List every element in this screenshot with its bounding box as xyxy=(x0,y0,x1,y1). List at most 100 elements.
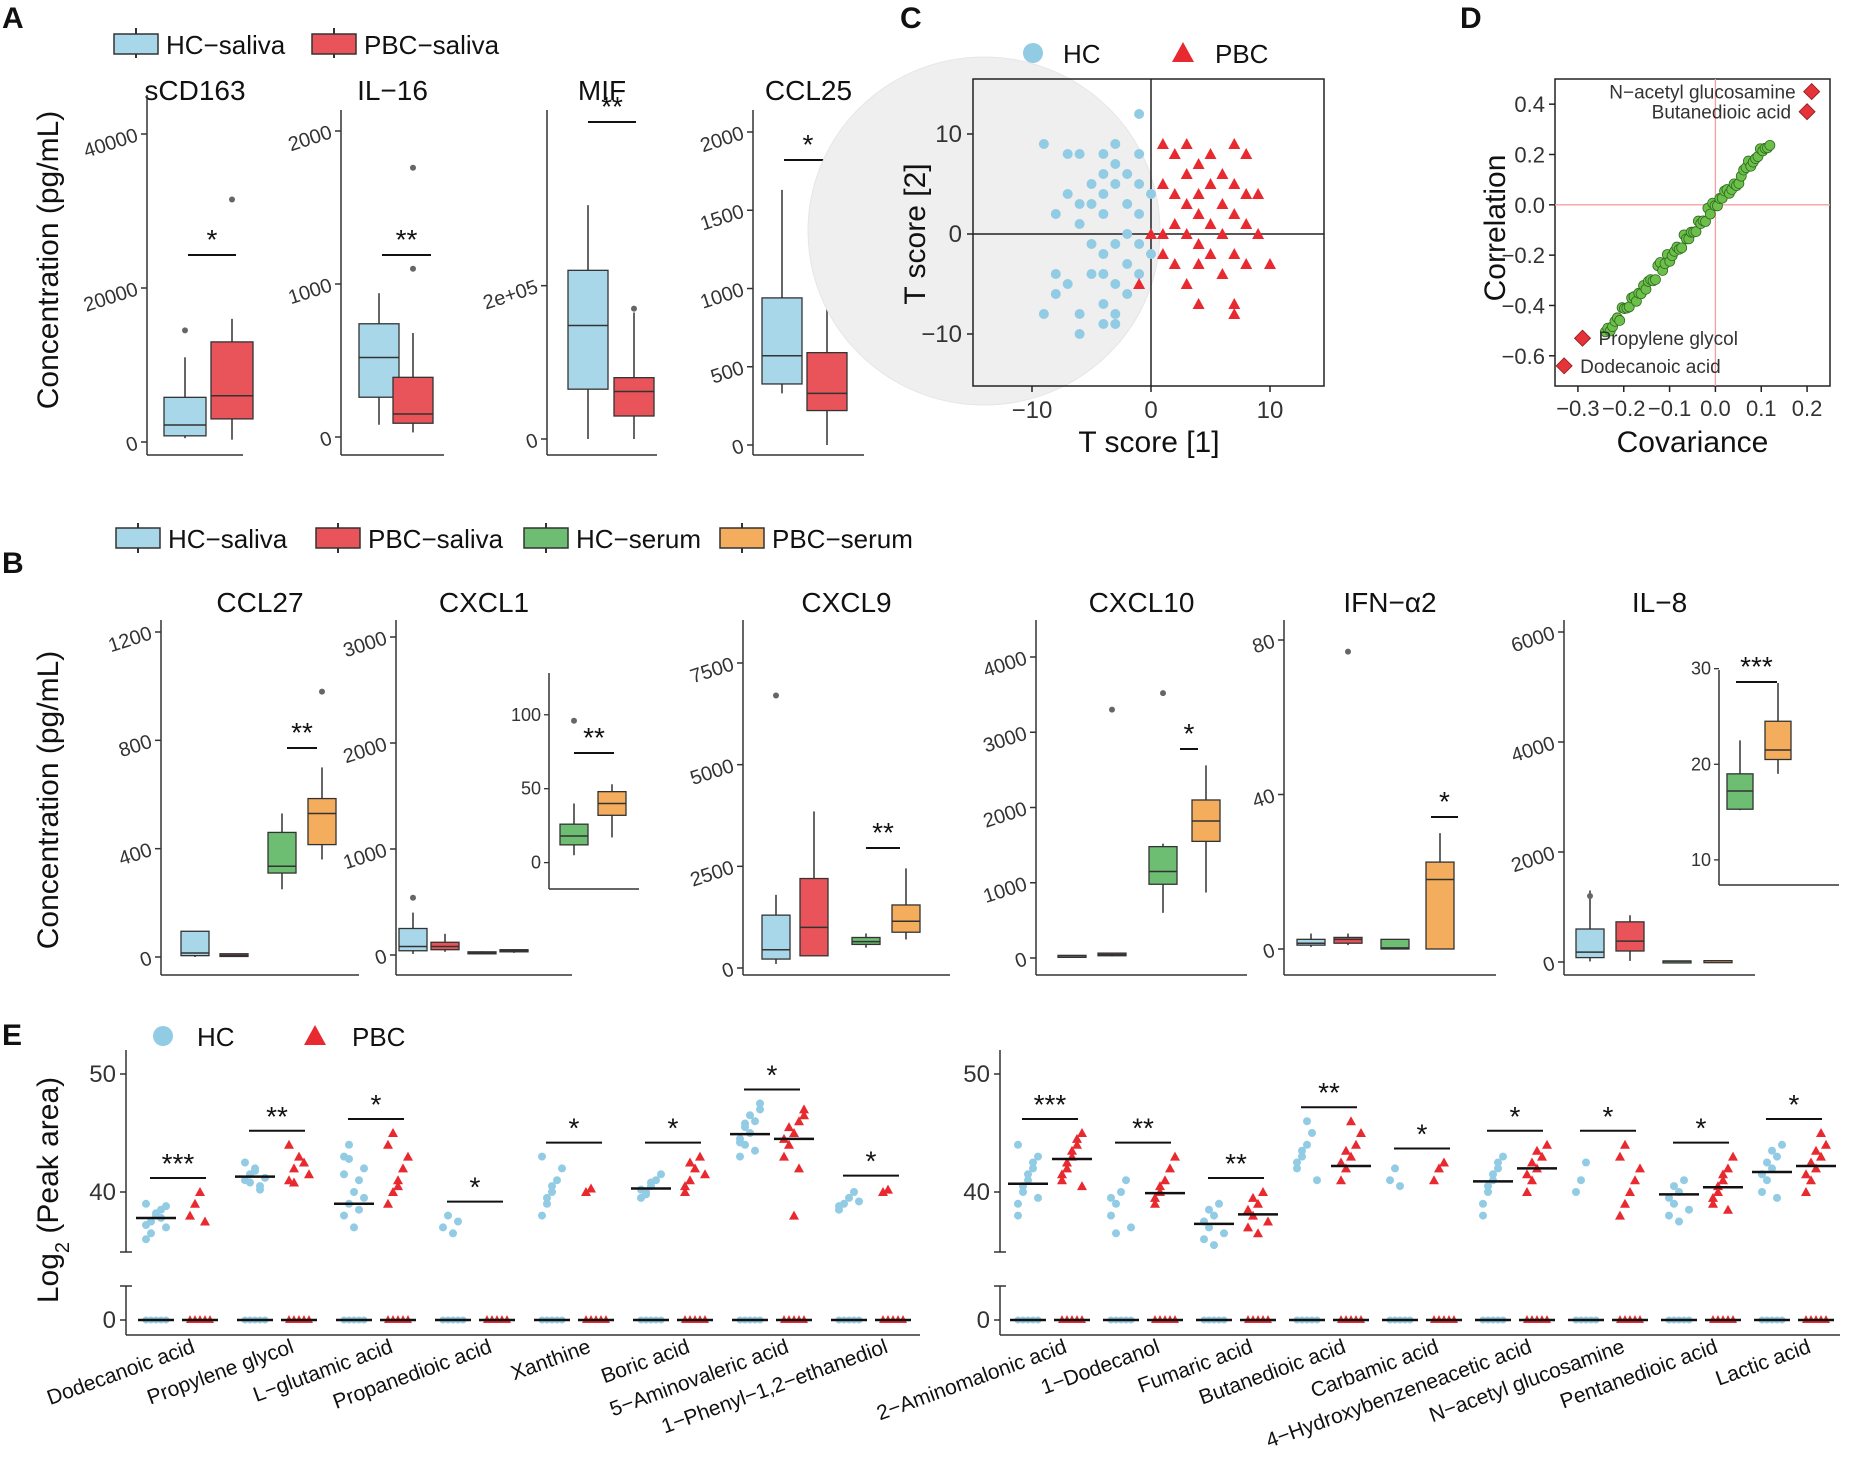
hc-point xyxy=(1386,1176,1394,1185)
box-pbcsaliva xyxy=(1097,706,1127,957)
pbc-point xyxy=(195,1187,205,1196)
hc-point xyxy=(1675,1217,1683,1226)
pbc-point xyxy=(1204,248,1217,259)
y-tick-label: 0 xyxy=(1260,939,1277,963)
boxplot-A-IL16: IL−16 0 1000 2000 ** xyxy=(286,75,444,456)
box-pbcserum xyxy=(891,868,921,940)
box-pbcsaliva xyxy=(613,305,655,439)
hc-point xyxy=(345,1154,353,1163)
hc-point xyxy=(1117,1188,1125,1196)
boxplot-B-CXCL1: CXCL1 0 1000 2000 3000 0 50 100 ** xyxy=(341,587,639,976)
pbc-point xyxy=(685,1175,695,1185)
significance-stars: * xyxy=(803,129,814,160)
hc-point xyxy=(1112,1229,1120,1238)
chart-title: CXCL1 xyxy=(439,587,529,618)
hc-point xyxy=(1391,1164,1399,1173)
metabolite-point xyxy=(1690,226,1702,237)
hc-point xyxy=(855,1197,863,1206)
hc-point xyxy=(1110,239,1121,249)
pbc-point xyxy=(1341,1163,1351,1173)
pbc-point xyxy=(1258,1187,1268,1196)
pbc-point xyxy=(1180,138,1193,149)
legend-a-swatch-pbc xyxy=(311,28,357,58)
pbc-point xyxy=(284,1139,294,1149)
pbc-point xyxy=(1156,228,1169,239)
hc-point xyxy=(1665,1193,1673,1202)
pbc-point xyxy=(1240,218,1253,229)
pbc-point xyxy=(1620,1198,1630,1208)
box-body xyxy=(799,877,829,957)
pbc-point xyxy=(1156,178,1169,189)
hc-point xyxy=(152,1209,160,1218)
pbc-point xyxy=(1625,1187,1635,1196)
pbc-point xyxy=(1150,1192,1160,1202)
pbc-point xyxy=(680,1187,690,1196)
pbc-point xyxy=(1204,218,1217,229)
pbc-point xyxy=(1708,1192,1718,1202)
outlier-point xyxy=(1587,893,1593,899)
hc-point xyxy=(736,1152,744,1161)
pbc-point xyxy=(1228,298,1241,309)
pbc-point xyxy=(1356,1128,1366,1137)
hc-point xyxy=(1773,1152,1781,1161)
hc-point xyxy=(1098,209,1109,219)
hc-point xyxy=(1074,309,1085,319)
metabolite-point xyxy=(1764,139,1776,151)
pbc-point xyxy=(680,1181,690,1191)
pbc-point xyxy=(1156,248,1169,259)
hc-point xyxy=(1074,219,1085,229)
x-tick-label: −0.2 xyxy=(1602,396,1645,421)
legend-b-label-hc-saliva: HC−saliva xyxy=(168,524,288,554)
y-tick-label: 1500 xyxy=(698,201,747,236)
hc-point xyxy=(751,1146,759,1155)
pbc-point xyxy=(1168,218,1181,229)
box-pbcsaliva xyxy=(806,247,848,445)
significance-stars: *** xyxy=(162,1148,195,1179)
hc-point xyxy=(1680,1176,1688,1185)
chart-title: IFN−α2 xyxy=(1343,587,1436,618)
hc-point xyxy=(1098,149,1109,159)
hc-point xyxy=(340,1211,348,1220)
pbc-point xyxy=(1228,138,1241,149)
significance-stars: ** xyxy=(396,224,418,255)
hc-point xyxy=(1122,229,1133,239)
legend-e: HC PBC xyxy=(153,1022,405,1052)
hc-point xyxy=(1763,1176,1771,1185)
boxplot-A-sCD163: sCD163 0 20000 40000 * xyxy=(81,75,254,457)
pbc-point xyxy=(1346,1116,1356,1126)
highlight-label: Dodecanoic acid xyxy=(1580,357,1720,378)
box-hcsaliva xyxy=(358,293,400,425)
pbc-point xyxy=(779,1151,789,1161)
pbc-point xyxy=(1168,148,1181,159)
chart-title: CXCL10 xyxy=(1089,587,1195,618)
hc-point xyxy=(1215,1199,1223,1208)
hc-point xyxy=(1110,309,1121,319)
hc-point xyxy=(1396,1182,1404,1191)
legend-b: HC−saliva PBC−saliva HC−serum PBC−serum xyxy=(115,523,913,554)
pbc-point xyxy=(1155,1181,1165,1191)
pbc-point xyxy=(190,1198,200,1208)
highlight-point xyxy=(1555,357,1573,375)
box-hcsaliva xyxy=(761,189,803,394)
significance-stars: * xyxy=(767,1060,778,1091)
pbc-point xyxy=(799,1104,809,1114)
pbc-point xyxy=(784,1122,794,1132)
y-tick-label: 0 xyxy=(317,427,334,451)
legend-b-swatch-hc-saliva xyxy=(115,523,161,553)
hc-point xyxy=(1577,1176,1585,1185)
y-tick-label: 1000 xyxy=(698,279,747,314)
hc-point xyxy=(1220,1229,1228,1238)
box-body xyxy=(1575,928,1605,959)
hc-point xyxy=(1029,1164,1037,1173)
pbc-point xyxy=(1728,1151,1738,1161)
significance-stars: ** xyxy=(266,1101,288,1132)
pbc-point xyxy=(1192,258,1205,269)
legend-a-swatch-hc xyxy=(113,28,159,58)
category-label: Pentanedioic acid xyxy=(1557,1335,1721,1413)
hc-point xyxy=(1086,199,1097,209)
box-hcserum xyxy=(1380,938,1410,950)
inset-y-tick-label: 20 xyxy=(1691,754,1711,774)
hc-point xyxy=(1313,1176,1321,1185)
hc-point xyxy=(360,1193,368,1202)
